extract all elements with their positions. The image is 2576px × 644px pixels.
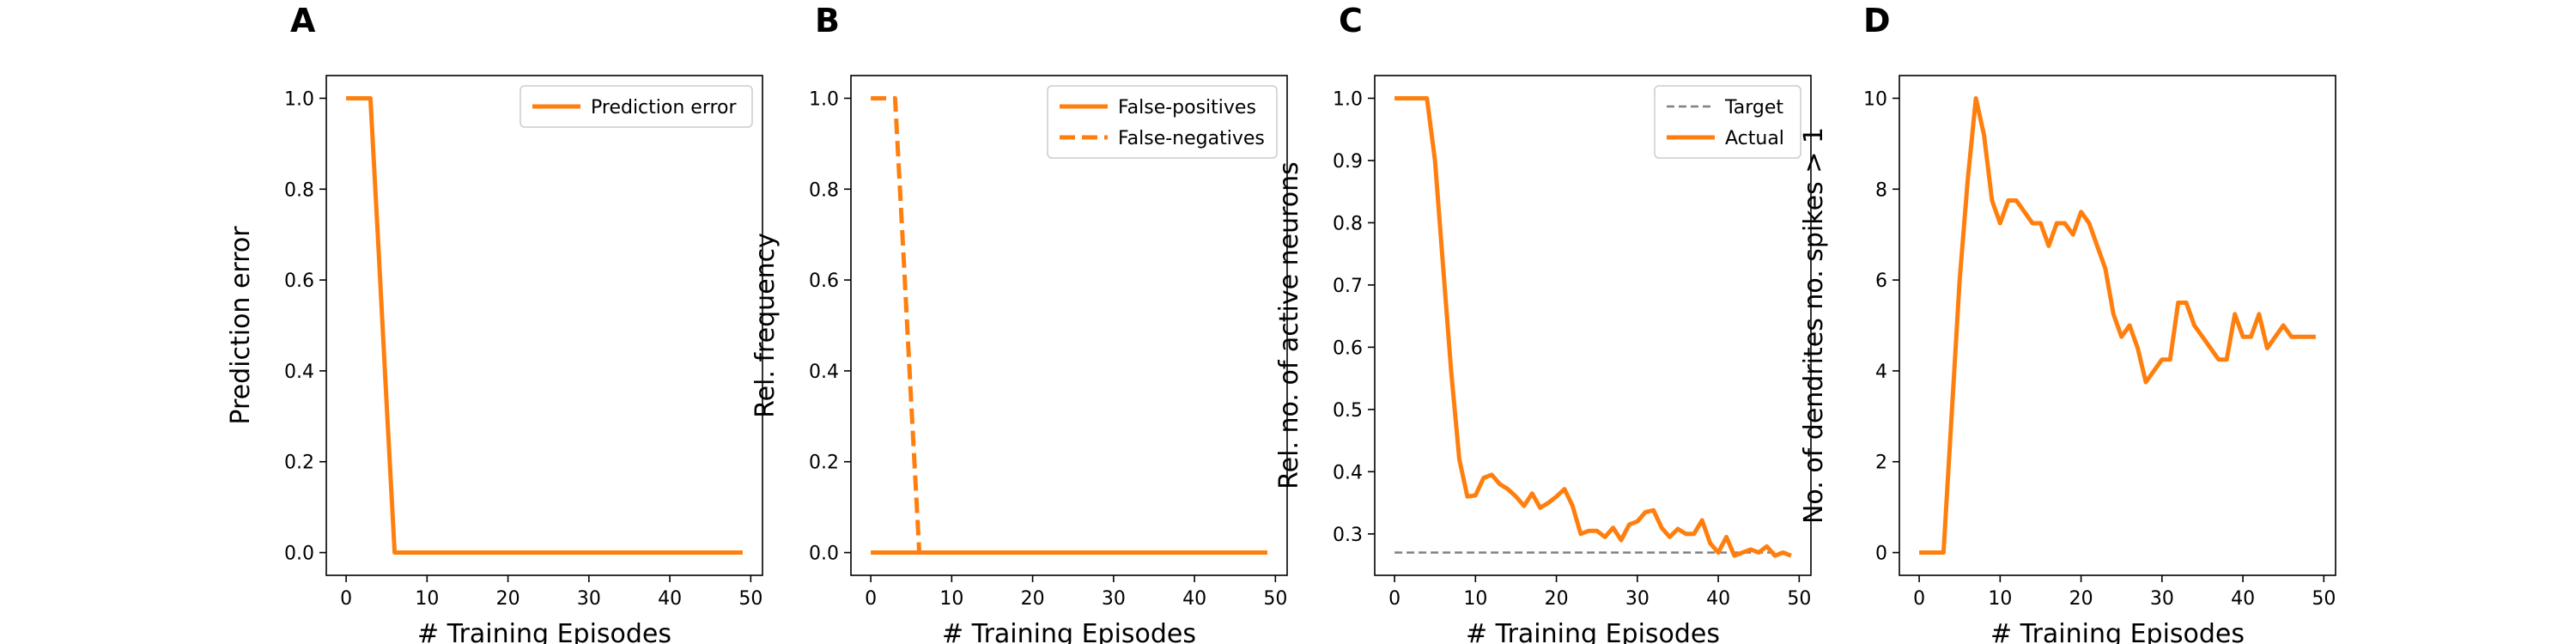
x-tick-label: 50 — [2312, 588, 2336, 610]
y-tick-label: 0.8 — [809, 179, 839, 201]
y-tick-label: 0.6 — [284, 270, 314, 292]
y-tick-label: 1.0 — [809, 88, 839, 110]
legend: Prediction error — [519, 85, 753, 128]
plot-frame — [325, 75, 763, 576]
panel-label-a: A — [290, 2, 316, 39]
y-tick-label: 0.3 — [1333, 525, 1363, 546]
plot-frame — [1374, 75, 1812, 576]
x-axis-label: # Training Episodes — [1990, 619, 2245, 644]
legend-label: Prediction error — [591, 97, 737, 118]
y-tick-label: 0.4 — [284, 361, 314, 383]
x-tick-label: 10 — [1988, 588, 2012, 610]
x-tick-label: 20 — [1021, 588, 1045, 610]
chart-panel-b: B 0 10 20 30 40 50 0.0 0.2 0.4 0.6 0.8 1.0 # Training… — [750, 2, 1288, 644]
x-tick-label: 20 — [1545, 588, 1569, 610]
x-tick-label: 0 — [1913, 588, 1925, 610]
y-tick-label: 0.8 — [284, 179, 314, 201]
x-axis-label: # Training Episodes — [1466, 619, 1720, 644]
y-tick-label: 8 — [1875, 179, 1887, 201]
plot-frame — [850, 75, 1288, 576]
y-tick-label: 1.0 — [1333, 88, 1363, 110]
series-line-false-negatives — [871, 96, 1267, 555]
series-line-main — [1919, 96, 2316, 555]
x-tick-label: 50 — [1787, 588, 1811, 610]
y-tick-label: 10 — [1863, 88, 1887, 110]
y-axis-label: Rel. frequency — [750, 233, 781, 418]
y-tick-label: 0 — [1875, 544, 1887, 565]
y-tick-label: 4 — [1875, 361, 1887, 383]
y-tick-label: 6 — [1875, 270, 1887, 292]
x-tick-label: 20 — [496, 588, 520, 610]
y-tick-label: 0.7 — [1333, 276, 1363, 297]
y-tick-label: 1.0 — [284, 88, 314, 110]
series-line-actual — [1394, 96, 1792, 558]
y-tick-label: 0.4 — [1333, 462, 1363, 483]
panel-label-d: D — [1863, 2, 1891, 39]
y-tick-label: 0.2 — [809, 453, 839, 474]
legend: Target Actual — [1654, 85, 1801, 159]
legend-box — [1047, 85, 1278, 159]
x-tick-label: 50 — [1263, 588, 1287, 610]
legend-label: Target — [1724, 97, 1783, 118]
x-tick-label: 30 — [2150, 588, 2174, 610]
y-tick-label: 0.4 — [809, 361, 839, 383]
plot-frame — [1899, 75, 2336, 576]
y-tick-label: 0.9 — [1333, 151, 1363, 173]
panel-label-c: C — [1339, 2, 1363, 39]
y-axis-label: No. of dendrites no. spikes > 1 — [1799, 127, 1829, 524]
y-tick-label: 0.0 — [284, 544, 314, 565]
legend: False-positives False-negatives — [1047, 85, 1278, 159]
x-tick-label: 30 — [577, 588, 601, 610]
y-axis-label: Prediction error — [226, 226, 256, 425]
legend-box — [1654, 85, 1801, 159]
x-tick-label: 20 — [2069, 588, 2093, 610]
x-tick-label: 30 — [1102, 588, 1126, 610]
x-axis-label: # Training Episodes — [417, 619, 671, 644]
panel-label-b: B — [815, 2, 840, 39]
y-tick-label: 0.8 — [1333, 213, 1363, 234]
x-tick-label: 40 — [1182, 588, 1206, 610]
legend-box — [519, 85, 753, 128]
x-axis-label: # Training Episodes — [942, 619, 1196, 644]
series-line-prediction-error — [346, 96, 743, 555]
y-tick-label: 0.5 — [1333, 400, 1363, 422]
chart-panel-a: A 0 10 20 30 40 50 0.0 0.2 0.4 0.6 0.8 1.0 # Training… — [226, 2, 763, 644]
legend-label: False-negatives — [1118, 128, 1265, 149]
legend-label: Actual — [1725, 128, 1784, 149]
chart-panel-d: D 0 10 20 30 40 50 0 2 4 6 8 10 # Training Episodes No… — [1799, 2, 2336, 644]
x-tick-label: 0 — [1388, 588, 1400, 610]
x-tick-label: 10 — [415, 588, 439, 610]
y-tick-label: 0.6 — [809, 270, 839, 292]
x-tick-label: 50 — [738, 588, 762, 610]
y-tick-label: 0.6 — [1333, 337, 1363, 359]
x-tick-label: 0 — [865, 588, 877, 610]
x-tick-label: 10 — [939, 588, 963, 610]
x-tick-label: 40 — [1706, 588, 1730, 610]
chart-panel-c: C 0 10 20 30 40 50 0.3 0.4 0.5 0.6 0.7 0.8 0.9 1.0 # Tr… — [1274, 2, 1812, 644]
y-tick-label: 0.0 — [809, 544, 839, 565]
y-axis-label: Rel. no. of active neurons — [1274, 161, 1304, 489]
y-tick-label: 0.2 — [284, 453, 314, 474]
x-tick-label: 40 — [658, 588, 682, 610]
legend-label: False-positives — [1118, 97, 1256, 118]
x-tick-label: 0 — [340, 588, 352, 610]
x-tick-label: 10 — [1463, 588, 1487, 610]
x-tick-label: 30 — [1625, 588, 1649, 610]
x-tick-label: 40 — [2231, 588, 2255, 610]
y-tick-label: 2 — [1875, 453, 1887, 474]
